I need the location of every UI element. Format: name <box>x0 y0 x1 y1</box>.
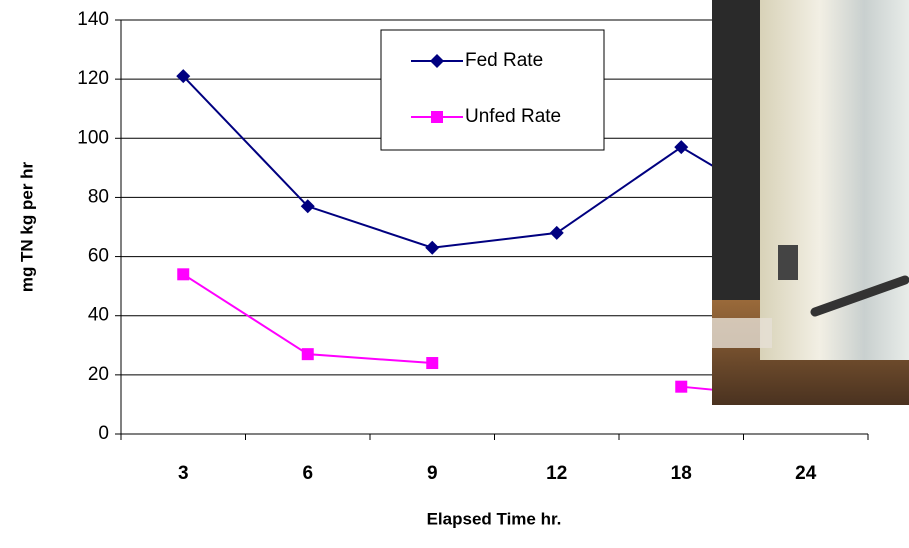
page: Elapsed Time hr. mg TN kg per hr 0 20 40 60… <box>0 0 909 548</box>
chart: Elapsed Time hr. mg TN kg per hr 0 20 40 60… <box>0 0 909 548</box>
photo-device <box>778 245 798 280</box>
point <box>550 226 564 240</box>
point <box>425 241 439 255</box>
x-tick-label: 18 <box>671 463 692 484</box>
point <box>426 357 438 369</box>
point <box>675 381 687 393</box>
legend-label: Unfed Rate <box>465 106 561 127</box>
photo-paper <box>712 318 772 348</box>
y-tick-label: 20 <box>88 364 109 385</box>
legend-marker <box>431 111 443 123</box>
y-tick-label: 140 <box>77 9 109 30</box>
x-tick-label: 3 <box>178 463 189 484</box>
y-tick-label: 0 <box>98 423 109 444</box>
x-tick-label: 24 <box>795 463 817 484</box>
legend-label: Fed Rate <box>465 50 543 71</box>
x-tick-label: 6 <box>302 463 313 484</box>
x-axis-label: Elapsed Time hr. <box>427 509 562 528</box>
point <box>302 348 314 360</box>
y-tick-label: 80 <box>88 186 109 207</box>
point <box>177 268 189 280</box>
legend-box <box>381 30 604 150</box>
x-tick-label: 9 <box>427 463 438 484</box>
y-axis-label: mg TN kg per hr <box>17 161 36 292</box>
point <box>674 140 688 154</box>
photo <box>712 0 909 405</box>
y-tick-label: 100 <box>77 127 109 148</box>
y-tick-label: 40 <box>88 305 109 326</box>
y-tick-label: 60 <box>88 246 109 267</box>
y-tick-label: 120 <box>77 68 109 89</box>
x-tick-label: 12 <box>546 463 567 484</box>
